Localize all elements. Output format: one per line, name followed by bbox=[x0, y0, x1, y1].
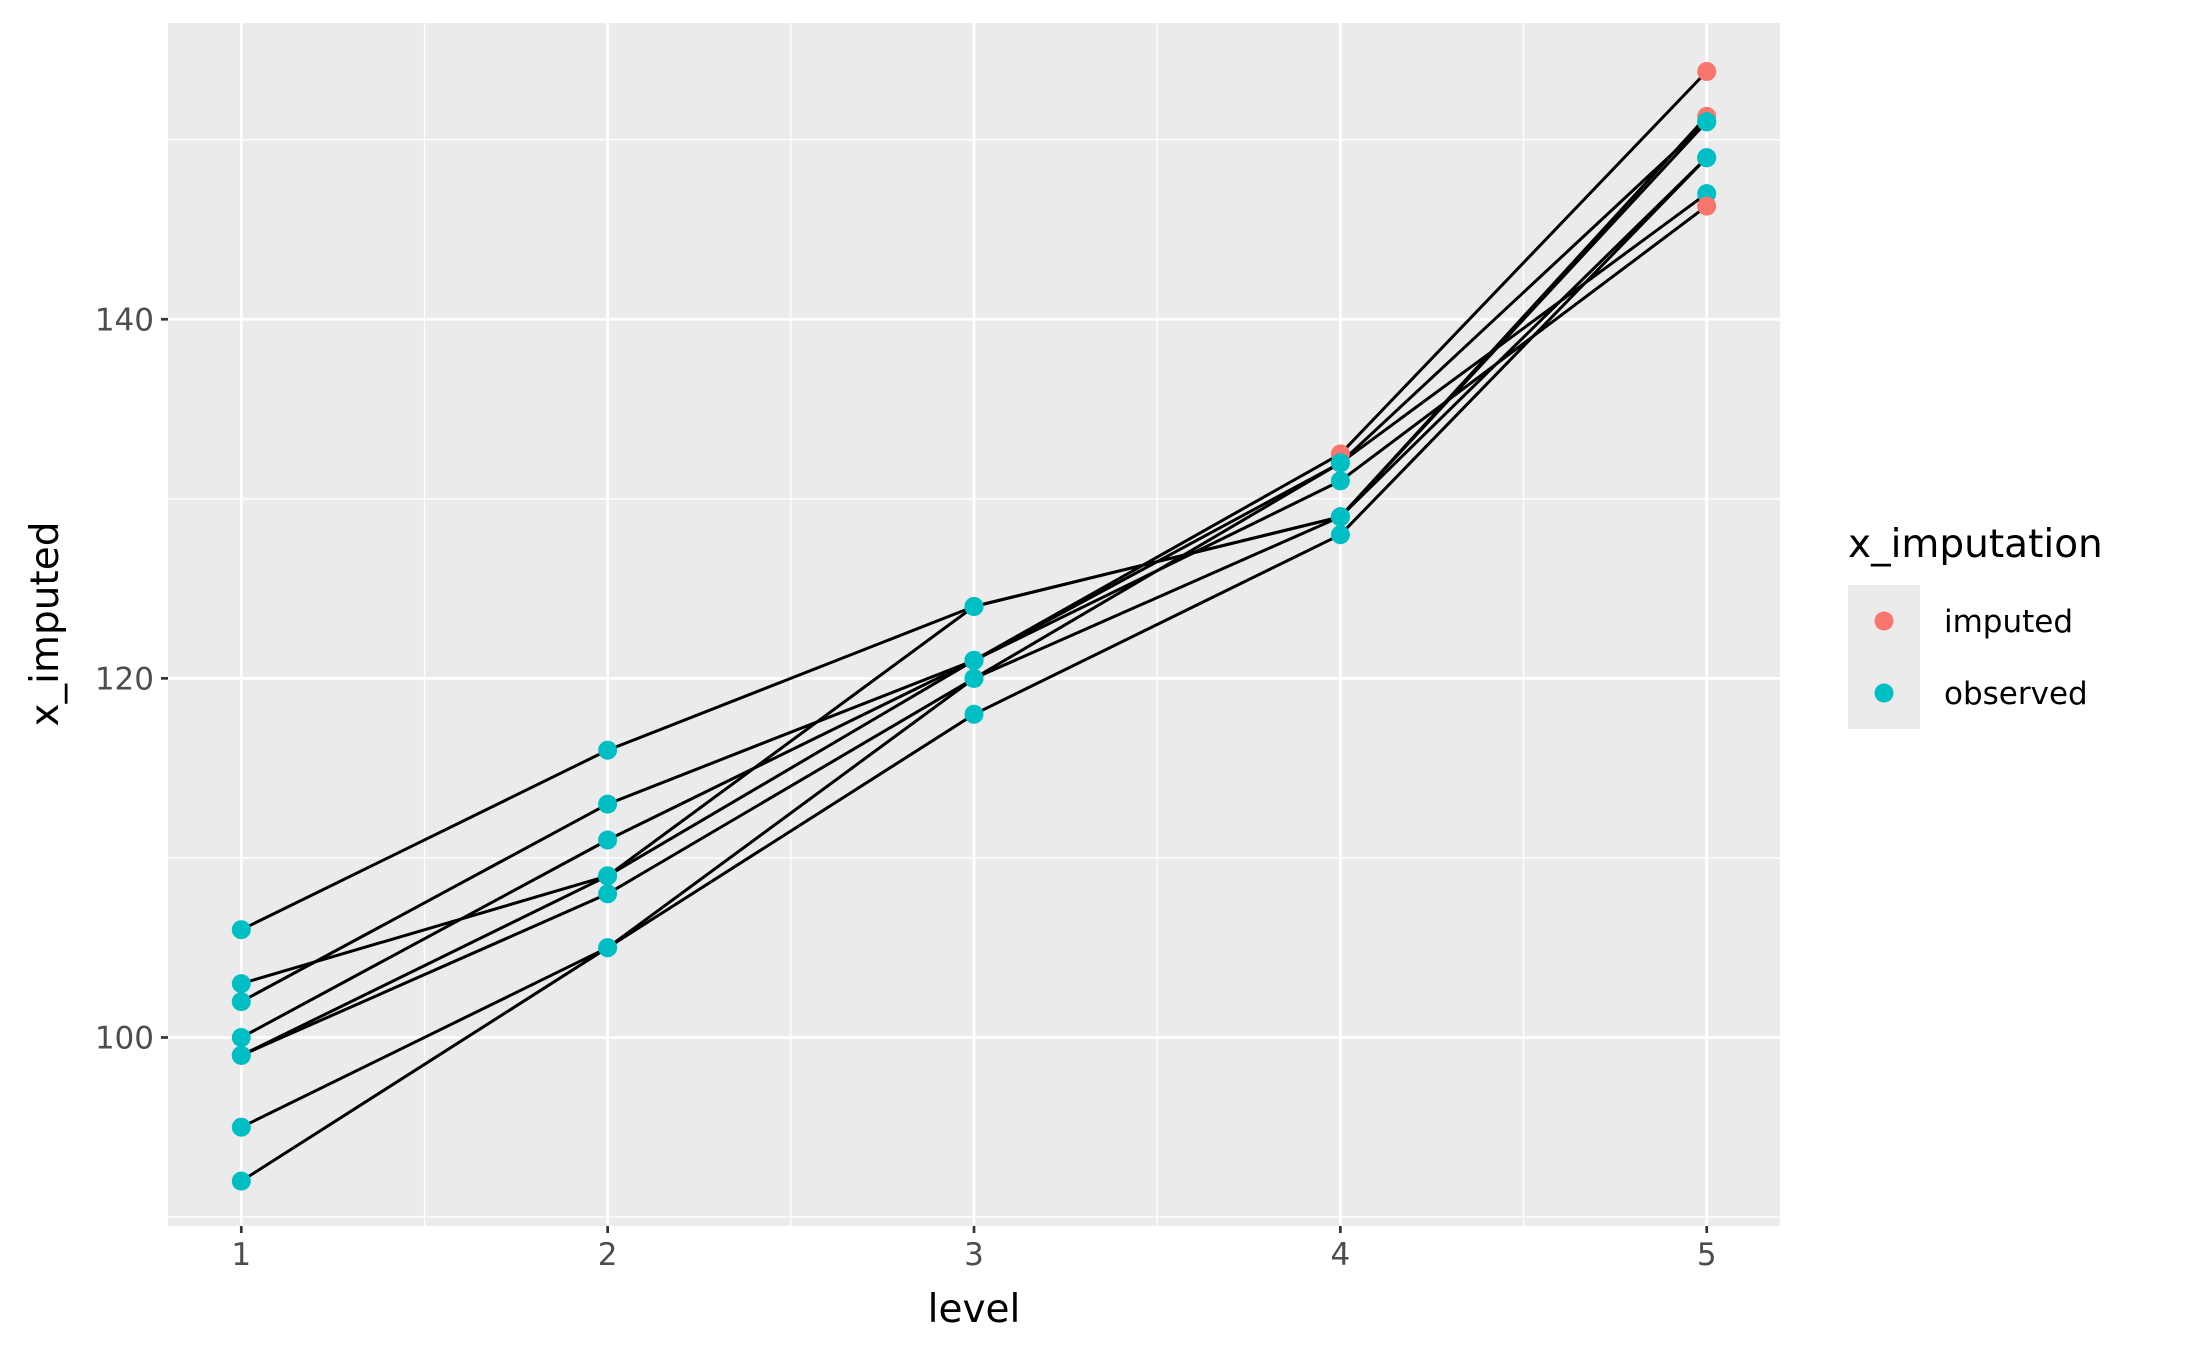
data-point-observed bbox=[598, 884, 618, 904]
data-point-observed bbox=[231, 1171, 251, 1191]
data-point-observed bbox=[598, 794, 618, 814]
data-point-observed bbox=[231, 1045, 251, 1065]
data-point-observed bbox=[598, 830, 618, 850]
y-tick-label: 100 bbox=[95, 1020, 154, 1056]
legend-label-imputed: imputed bbox=[1944, 604, 2073, 640]
x-tick-label: 2 bbox=[598, 1237, 618, 1273]
legend-swatch-imputed bbox=[1874, 611, 1894, 631]
x-tick-label: 4 bbox=[1330, 1237, 1350, 1273]
data-point-observed bbox=[964, 597, 984, 616]
x-tick-label: 3 bbox=[964, 1237, 984, 1273]
y-axis-title: x_imputed bbox=[23, 522, 68, 727]
data-point-imputed bbox=[1697, 62, 1717, 81]
data-point-observed bbox=[964, 704, 984, 724]
legend: x_imputation imputed observed bbox=[1848, 522, 2103, 729]
data-points bbox=[231, 62, 1717, 1191]
x-tick-label: 1 bbox=[231, 1237, 251, 1273]
data-point-observed bbox=[598, 866, 618, 886]
x-axis-title: level bbox=[928, 1287, 1021, 1332]
data-point-observed bbox=[1697, 148, 1717, 168]
y-axis: 100 120 140 bbox=[95, 302, 168, 1056]
data-point-observed bbox=[231, 1028, 251, 1047]
x-tick-label: 5 bbox=[1697, 1237, 1717, 1273]
data-point-observed bbox=[231, 992, 251, 1012]
data-point-observed bbox=[231, 1117, 251, 1137]
legend-label-observed: observed bbox=[1944, 676, 2088, 712]
data-point-observed bbox=[1330, 507, 1350, 527]
data-point-observed bbox=[231, 974, 251, 994]
data-point-observed bbox=[1330, 525, 1350, 545]
data-point-observed bbox=[598, 740, 618, 760]
data-point-observed bbox=[231, 920, 251, 940]
x-axis: 1 2 3 4 5 bbox=[231, 1226, 1717, 1273]
legend-title: x_imputation bbox=[1848, 522, 2103, 567]
data-point-observed bbox=[598, 938, 618, 958]
data-point-observed bbox=[964, 650, 984, 670]
y-tick-label: 140 bbox=[95, 302, 154, 338]
data-point-imputed bbox=[1697, 196, 1717, 216]
data-point-observed bbox=[1330, 471, 1350, 491]
data-point-observed bbox=[1697, 112, 1717, 132]
legend-swatch-observed bbox=[1874, 683, 1894, 703]
data-point-observed bbox=[964, 668, 984, 688]
y-tick-label: 120 bbox=[95, 661, 154, 697]
data-point-observed bbox=[1330, 453, 1350, 473]
